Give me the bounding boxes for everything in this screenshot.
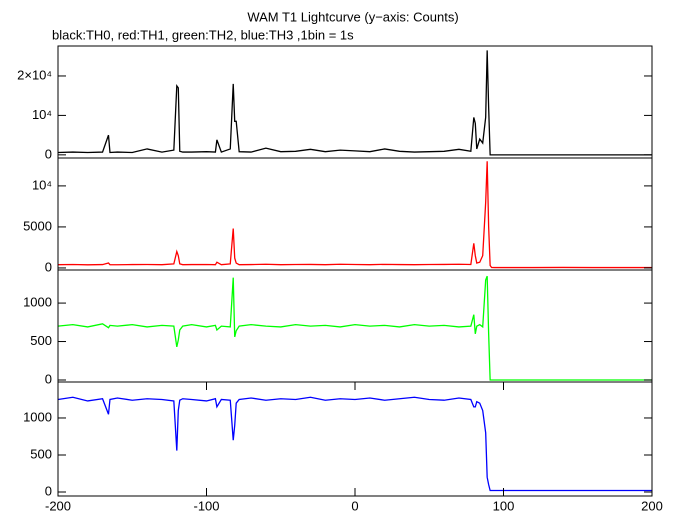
y-tick-label: 5000 <box>23 218 52 233</box>
y-tick-label: 0 <box>45 483 52 498</box>
chart-subtitle: black:TH0, red:TH1, green:TH2, blue:TH3 … <box>52 27 354 42</box>
series-line <box>57 275 652 381</box>
chart-title: WAM T1 Lightcurve (y−axis: Counts) <box>247 9 458 24</box>
x-tick-label: 100 <box>493 498 515 513</box>
series-line <box>57 396 652 492</box>
plot-frame <box>57 269 653 383</box>
y-tick-label: 500 <box>30 333 52 348</box>
series-line <box>57 161 652 269</box>
series-line <box>57 50 652 156</box>
plot-frame <box>57 157 653 271</box>
y-tick-label: 0 <box>45 259 52 274</box>
y-tick-label: 10⁴ <box>32 107 52 122</box>
plot-frame <box>57 45 653 159</box>
x-tick-label: -200 <box>45 498 71 513</box>
y-tick-label: 1000 <box>23 295 52 310</box>
y-tick-label: 0 <box>45 371 52 386</box>
x-tick-label: -100 <box>193 498 219 513</box>
x-tick-label: 200 <box>641 498 663 513</box>
y-tick-label: 10⁴ <box>32 177 52 192</box>
x-tick-label: 0 <box>351 498 358 513</box>
y-tick-label: 2×10⁴ <box>17 67 52 82</box>
y-tick-label: 500 <box>30 446 52 461</box>
y-tick-label: 1000 <box>23 409 52 424</box>
y-tick-label: 0 <box>45 146 52 161</box>
